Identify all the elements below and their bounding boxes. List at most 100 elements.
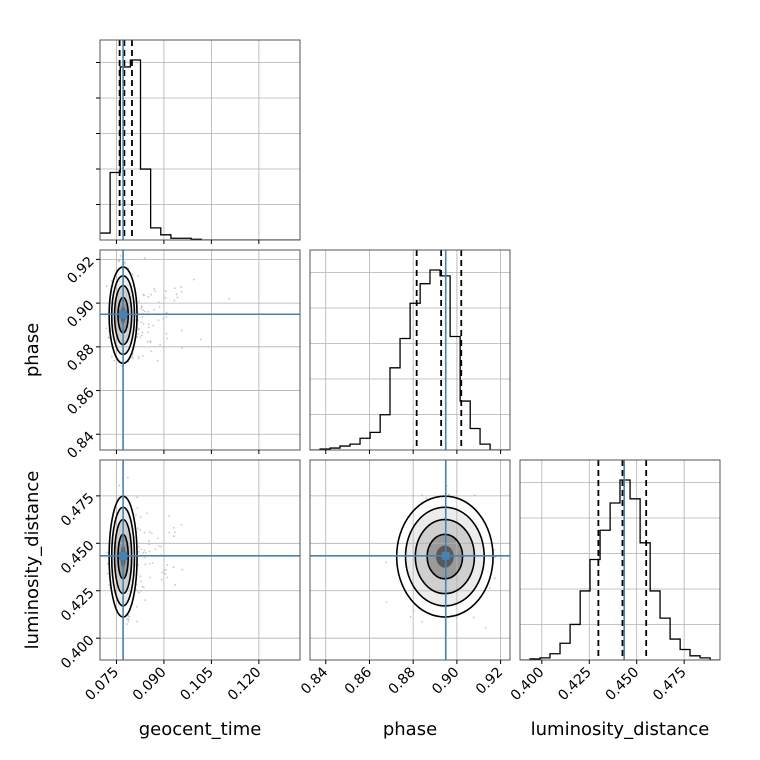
scatter-point bbox=[180, 523, 183, 526]
scatter-point bbox=[137, 274, 139, 277]
scatter-point bbox=[143, 531, 146, 534]
y-tick-label-phase: 0.92 bbox=[64, 254, 97, 287]
scatter-point bbox=[142, 309, 144, 312]
y-tick-label-phase: 0.84 bbox=[64, 429, 97, 462]
x-tick-label-geocent-time: 0.120 bbox=[225, 664, 265, 704]
scatter-point bbox=[139, 528, 142, 531]
scatter-point bbox=[137, 527, 139, 530]
scatter-point bbox=[148, 563, 151, 565]
scatter-point bbox=[161, 571, 164, 574]
scatter-point bbox=[120, 365, 123, 367]
scatter-point bbox=[173, 299, 176, 302]
scatter-point bbox=[142, 551, 145, 554]
scatter-point bbox=[157, 319, 160, 321]
y-tick-label-luminosity-distance: 0.400 bbox=[58, 633, 98, 673]
x-tick-label-phase: 0.88 bbox=[385, 664, 418, 697]
scatter-point bbox=[119, 255, 122, 257]
x-tick-label-luminosity-distance: 0.450 bbox=[603, 664, 643, 704]
scatter-point bbox=[136, 506, 139, 509]
scatter-point bbox=[489, 587, 491, 589]
panel-frame-0-0 bbox=[99, 39, 301, 241]
x-tick-label-phase: 0.84 bbox=[298, 664, 331, 697]
scatter-point bbox=[146, 512, 148, 515]
scatter-point bbox=[484, 626, 487, 629]
scatter-point bbox=[152, 324, 155, 327]
scatter-point bbox=[228, 298, 231, 300]
x-tick-label-phase: 0.90 bbox=[429, 664, 462, 697]
scatter-point bbox=[150, 293, 152, 296]
x-tick-label-geocent-time: 0.075 bbox=[82, 664, 122, 704]
panel-frame-1-0 bbox=[99, 249, 301, 451]
truth-lines-layer bbox=[100, 40, 625, 660]
scatter-point bbox=[181, 346, 183, 349]
scatter-point bbox=[127, 620, 130, 623]
scatter-point bbox=[147, 331, 149, 334]
scatter-point bbox=[156, 537, 159, 539]
grid-2-1 bbox=[310, 460, 510, 660]
scatter-point bbox=[144, 551, 147, 554]
scatter-point bbox=[385, 561, 387, 564]
scatter-point bbox=[161, 246, 163, 248]
scatter-point bbox=[140, 321, 143, 324]
scatter-point bbox=[117, 260, 120, 263]
scatter-point bbox=[148, 550, 151, 553]
scatter-point bbox=[151, 562, 154, 564]
scatter-point bbox=[139, 575, 142, 578]
scatter-point bbox=[107, 572, 109, 575]
scatter-point bbox=[136, 620, 139, 623]
scatter-point bbox=[153, 288, 156, 290]
y-axis-label-phase: phase bbox=[22, 323, 43, 377]
scatter-point bbox=[409, 615, 412, 618]
scatter-point bbox=[149, 341, 152, 344]
scatter-point bbox=[166, 337, 169, 340]
scatter-point bbox=[156, 360, 159, 362]
scatter-point bbox=[158, 306, 161, 308]
histogram-geocent-time bbox=[100, 59, 300, 240]
x-axis-label-phase: phase bbox=[383, 719, 437, 740]
scatter-point bbox=[141, 316, 144, 318]
x-axis-label-luminosity-distance: luminosity_distance bbox=[531, 719, 710, 740]
y-tick-label-luminosity-distance: 0.475 bbox=[58, 490, 98, 530]
scatter-point bbox=[138, 551, 141, 553]
scatter-point bbox=[168, 514, 171, 517]
scatter-point bbox=[158, 545, 160, 547]
scatter-point bbox=[165, 311, 168, 314]
scatter-point bbox=[136, 496, 139, 499]
scatter-point bbox=[164, 290, 167, 293]
scatter-point bbox=[176, 296, 179, 299]
scatter-point bbox=[106, 562, 109, 565]
scatter-point bbox=[140, 334, 143, 337]
scatter-point bbox=[159, 343, 162, 346]
scatter-point bbox=[131, 273, 134, 275]
scatter-point bbox=[139, 336, 142, 339]
scatter-point bbox=[143, 549, 146, 552]
scatter-point bbox=[105, 327, 108, 330]
scatter-point bbox=[111, 355, 113, 358]
scatter-point bbox=[147, 296, 150, 298]
scatter-point bbox=[174, 583, 177, 586]
scatter-point bbox=[147, 540, 150, 542]
scatter-point bbox=[148, 326, 150, 328]
scatter-point bbox=[154, 548, 157, 550]
y-axis-label-luminosity-distance: luminosity_distance bbox=[22, 471, 43, 650]
scatter-point bbox=[148, 543, 151, 546]
panel-frame-1-1 bbox=[309, 249, 511, 451]
scatter-point bbox=[118, 484, 121, 487]
grid-0-0 bbox=[100, 40, 300, 240]
histograms-layer bbox=[100, 40, 720, 660]
scatter-point bbox=[135, 605, 138, 608]
scatter-point bbox=[172, 566, 175, 569]
panel-frame-2-2 bbox=[519, 459, 721, 661]
scatter-point bbox=[141, 331, 144, 334]
scatter-point bbox=[138, 327, 140, 330]
scatter-point bbox=[164, 573, 167, 575]
truth-marker bbox=[119, 310, 128, 319]
scatter-point bbox=[107, 336, 110, 339]
scatter-point bbox=[166, 576, 169, 579]
scatter-point bbox=[127, 618, 130, 620]
x-tick-label-geocent-time: 0.090 bbox=[130, 664, 170, 704]
grid-1-1 bbox=[310, 250, 510, 450]
scatter-point bbox=[108, 583, 110, 586]
scatter-point bbox=[132, 357, 135, 360]
scatter-point bbox=[425, 497, 428, 500]
